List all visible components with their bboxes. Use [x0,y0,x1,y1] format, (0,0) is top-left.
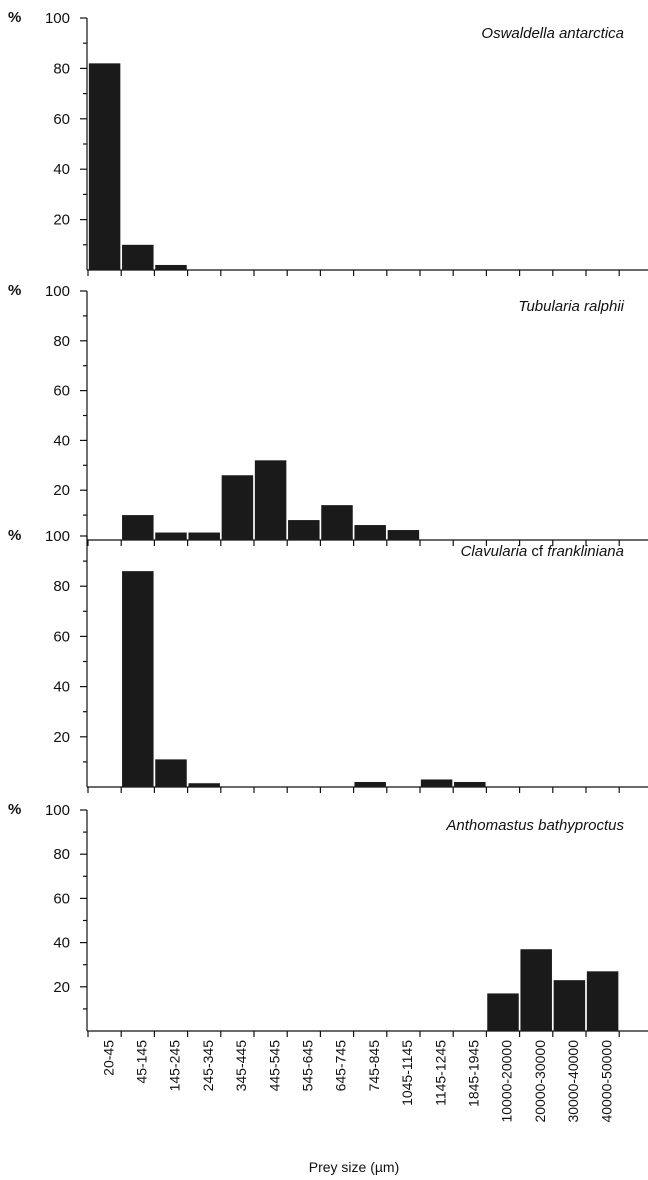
bar-20-45 [88,63,121,270]
y-axis-label-percent: % [8,9,21,26]
bar-445-545 [254,460,287,540]
bar-145-245 [155,264,187,270]
y-tick-label: 40 [53,161,70,178]
x-tick-label: 345-445 [233,1040,249,1092]
bar-245-345 [188,783,220,787]
bar-545-645 [288,520,320,540]
bar-45-145 [122,515,154,540]
y-tick-label: 80 [53,846,70,863]
y-tick-label: 100 [45,802,70,819]
y-tick-label: 60 [53,628,70,645]
bar-745-845 [354,525,386,540]
y-tick-label: 20 [53,482,70,499]
y-tick-label: 80 [53,333,70,350]
y-axis-label-percent: % [8,282,21,299]
x-tick-label: 20-45 [100,1040,116,1076]
x-tick-label: 45-145 [134,1040,150,1084]
bar-645-745 [321,505,353,540]
bar-345-445 [221,475,254,540]
x-tick-label: 645-745 [333,1040,349,1092]
bar-745-845 [354,781,386,787]
y-axis-label-percent: % [8,527,21,544]
x-axis-tick-labels: 20-45 45-145 145-245 245-345 345-445 445-545 5… [100,1040,614,1123]
y-tick-label: 20 [53,729,70,746]
y-tick-label: 20 [53,979,70,996]
x-tick-label: 20000-30000 [532,1040,548,1123]
bar-40000-50000 [586,971,619,1031]
bar-30000-40000 [553,980,586,1031]
x-tick-label: 1145-1245 [432,1040,448,1106]
chart-panels: 20 40 60 80 100% Oswaldella antarctica 20 40 60 8… [8,9,648,1037]
bar-145-245 [155,532,187,540]
x-tick-label: 40000-50000 [598,1040,614,1123]
y-tick-label: 100 [45,10,70,27]
y-tick-label: 80 [53,578,70,595]
bar-45-145 [122,244,154,270]
bar-1845-1945 [454,781,486,787]
bar-1145-1245 [420,779,453,787]
y-tick-label: 40 [53,679,70,696]
x-tick-label: 445-545 [266,1040,282,1092]
y-tick-label: 100 [45,283,70,300]
panel-title: Tubularia ralphii [518,298,624,315]
bar-20000-30000 [520,949,552,1031]
bar-245-345 [188,532,220,540]
panel-title: Anthomastus bathyproctus [445,817,624,834]
y-tick-label: 40 [53,935,70,952]
y-tick-label: 80 [53,60,70,77]
y-tick-label: 20 [53,212,70,229]
y-tick-label: 60 [53,890,70,907]
x-tick-label: 30000-40000 [565,1040,581,1123]
x-tick-label: 10000-20000 [499,1040,515,1123]
bar-1045-1145 [387,530,420,540]
y-tick-label: 40 [53,432,70,449]
x-axis-label: Prey size (µm) [309,1159,400,1175]
panel-3: 20 40 60 80 100% Clavularia cf frankliniana [8,527,648,793]
panel-1: 20 40 60 80 100% Oswaldella antarctica [8,9,648,276]
x-tick-label: 245-345 [200,1040,216,1092]
x-tick-label: 145-245 [167,1040,183,1092]
y-axis-label-percent: % [8,801,21,818]
x-tick-label: 745-845 [366,1040,382,1092]
y-tick-label: 60 [53,383,70,400]
x-tick-label: 1845-1945 [466,1040,482,1107]
y-tick-label: 100 [45,528,70,545]
bar-145-245 [155,759,187,787]
y-tick-label: 60 [53,111,70,128]
panel-4: 20 40 60 80 100% Anthomastus bathyproctus [8,801,648,1037]
panel-title: Clavularia cf frankliniana [461,543,624,560]
panel-title: Oswaldella antarctica [481,25,624,42]
bar-10000-20000 [487,993,519,1031]
bar-45-145 [122,571,154,787]
x-tick-label: 545-645 [300,1040,316,1092]
x-tick-label: 1045-1145 [399,1040,415,1106]
panel-2: 20 40 60 80 100% Tubularia ralphii [8,282,648,546]
